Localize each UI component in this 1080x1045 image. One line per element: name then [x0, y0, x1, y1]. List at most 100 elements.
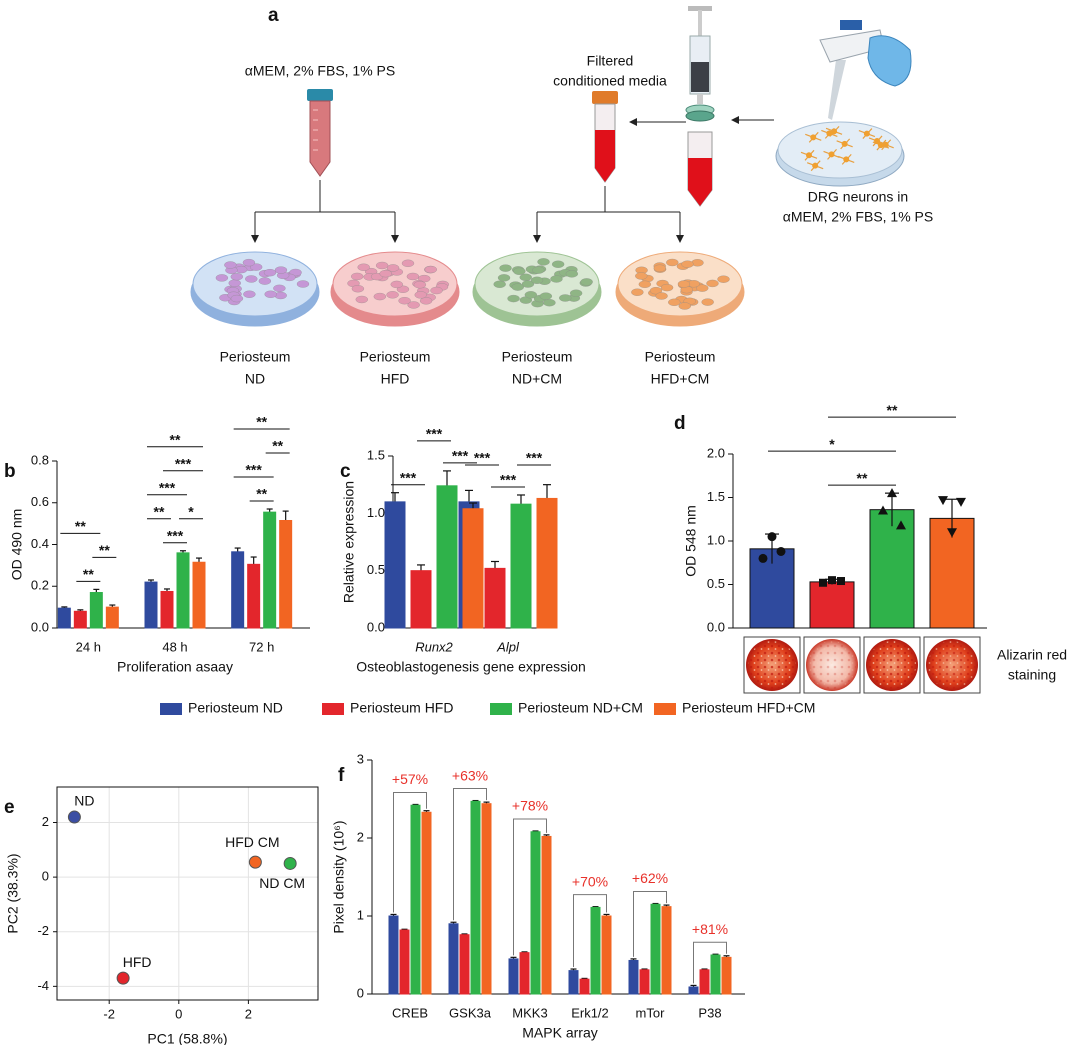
- cell: [530, 276, 544, 284]
- point: [828, 576, 836, 585]
- annotation: +81%: [692, 921, 728, 937]
- cell: [635, 272, 648, 280]
- y-tick-label: 1.0: [367, 505, 385, 520]
- cell: [668, 298, 681, 306]
- connector: [255, 180, 395, 213]
- syringe: [685, 6, 715, 207]
- bar: [459, 934, 470, 995]
- y-tick-label: 1.0: [707, 532, 725, 547]
- dish-label: Periosteum: [220, 349, 291, 365]
- y-tick-label: 2: [42, 814, 49, 829]
- annotation: **: [75, 518, 86, 534]
- point-label: HFD: [123, 954, 152, 970]
- bar: [710, 954, 721, 995]
- bar: [530, 831, 541, 995]
- point: [283, 856, 297, 870]
- annotation: +63%: [452, 767, 488, 783]
- bracket: [453, 788, 487, 921]
- y-axis-label: PC2 (38.3%): [5, 853, 21, 933]
- cell: [414, 291, 427, 299]
- y-axis-label: Pixel density (10⁶): [331, 820, 347, 933]
- y-tick-label: -2: [37, 923, 49, 938]
- cell: [401, 259, 415, 267]
- cell: [655, 292, 668, 300]
- bracket: [633, 891, 667, 957]
- cell: [706, 279, 719, 288]
- cell: [717, 275, 730, 283]
- cell: [386, 264, 400, 272]
- stain-texture: [928, 641, 976, 689]
- cell: [357, 263, 370, 271]
- bar: [73, 610, 87, 629]
- bar: [688, 986, 699, 995]
- annotation: +70%: [572, 873, 608, 889]
- y-tick-label: 2.0: [707, 445, 725, 460]
- bracket: [513, 818, 547, 956]
- x-axis-label: Proliferation asaay: [117, 659, 233, 675]
- dish-label: ND: [245, 371, 265, 387]
- legend-swatch: [322, 703, 344, 715]
- cell: [245, 275, 258, 283]
- x-axis-label: MAPK array: [522, 1025, 597, 1041]
- cell: [355, 295, 368, 304]
- pipette: [819, 20, 912, 120]
- bar: [470, 800, 481, 995]
- cell: [263, 269, 277, 277]
- y-axis-label: Relative expression: [341, 481, 357, 603]
- neuron-body: [843, 156, 850, 163]
- neuron-body: [826, 130, 833, 137]
- cell: [550, 275, 563, 283]
- cell: [430, 286, 443, 295]
- cell: [507, 294, 520, 303]
- cell: [242, 258, 256, 267]
- bar: [421, 811, 432, 995]
- point: [248, 855, 262, 869]
- neuron-dish: [775, 121, 905, 187]
- cell: [537, 258, 550, 266]
- y-tick-label: 1.5: [707, 489, 725, 504]
- cell: [653, 264, 666, 272]
- bar: [869, 509, 915, 629]
- cell: [524, 291, 537, 299]
- point-label: ND: [74, 793, 94, 809]
- cell: [511, 283, 524, 291]
- staining-label: Alizarin red: [997, 647, 1067, 663]
- stain-texture: [748, 641, 796, 689]
- x-tick-label: -2: [103, 1006, 115, 1021]
- bar: [144, 581, 158, 629]
- cell: [580, 278, 593, 286]
- annotation: ***: [175, 455, 192, 471]
- cell: [649, 287, 663, 295]
- dish-label: HFD+CM: [651, 371, 710, 387]
- bar: [699, 969, 710, 995]
- x-tick-label: 48 h: [162, 639, 187, 654]
- bar: [436, 485, 458, 629]
- cell: [559, 294, 572, 302]
- cm-label: conditioned media: [553, 73, 667, 89]
- medium-label: αMEM, 2% FBS, 1% PS: [245, 63, 395, 79]
- y-tick-label: 0.0: [367, 619, 385, 634]
- x-tick-label: 0: [175, 1006, 182, 1021]
- bar: [176, 552, 190, 629]
- point: [767, 532, 777, 542]
- y-tick-label: 0.5: [367, 562, 385, 577]
- neuron-label: DRG neurons in: [808, 189, 908, 205]
- cell: [681, 260, 694, 268]
- staining-label: staining: [1008, 667, 1056, 683]
- point-label: ND CM: [259, 875, 305, 891]
- legend-label: Periosteum HFD: [350, 700, 453, 716]
- cell: [274, 266, 288, 274]
- bar: [279, 519, 293, 629]
- point: [758, 553, 768, 563]
- point: [938, 496, 948, 506]
- y-tick-label: 0.0: [707, 619, 725, 634]
- cell: [499, 264, 512, 272]
- x-tick-label: MKK3: [512, 1005, 547, 1020]
- bar: [105, 606, 119, 629]
- bar: [384, 501, 406, 629]
- bar: [568, 970, 579, 995]
- x-tick-label: Alpl: [496, 639, 520, 654]
- bar: [448, 923, 459, 995]
- cell: [513, 267, 526, 275]
- bar: [192, 561, 206, 629]
